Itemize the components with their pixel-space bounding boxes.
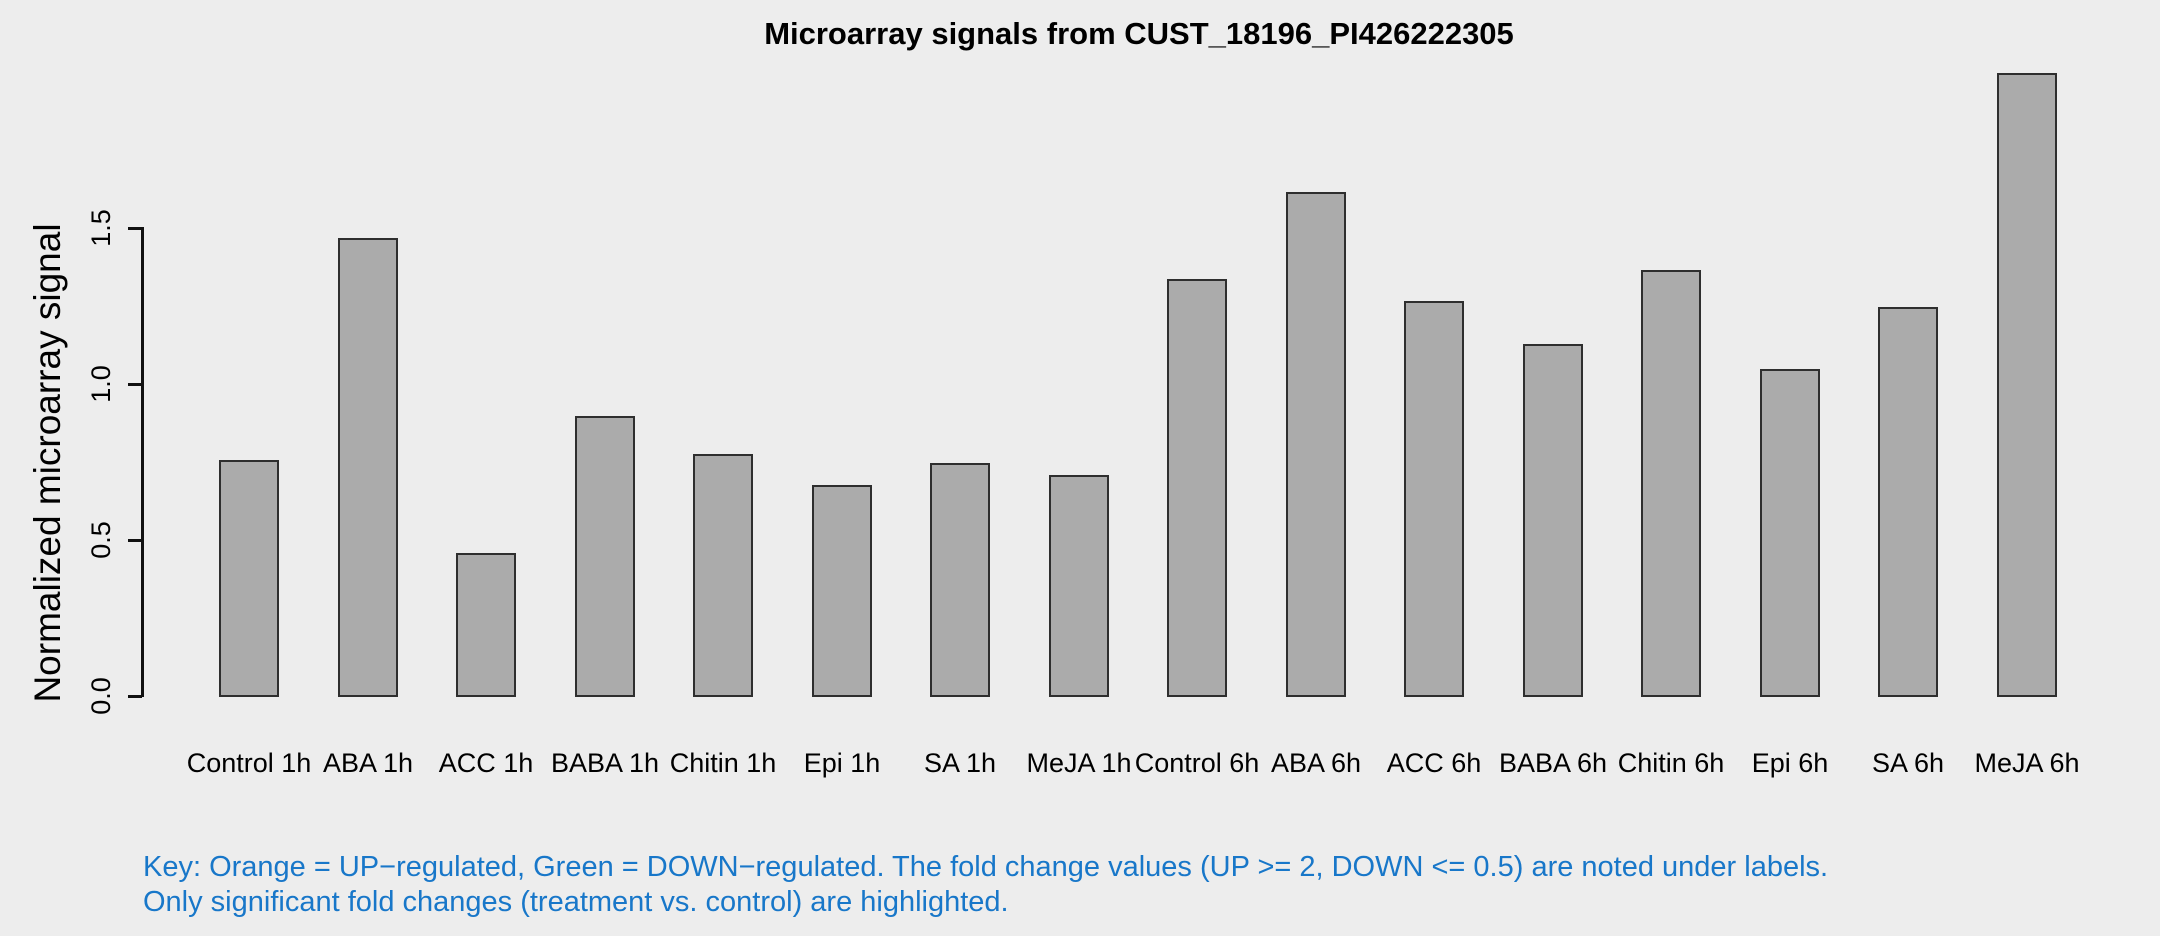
bar-baba-6h (1523, 344, 1583, 697)
y-tick-label: 0.5 (86, 521, 116, 559)
bar-chitin-1h (693, 454, 753, 697)
bar-acc-6h (1404, 301, 1464, 697)
y-tick-label: 1.5 (86, 209, 116, 247)
y-tick-mark (128, 383, 142, 386)
y-tick-mark (128, 227, 142, 230)
y-tick-label: 1.0 (86, 365, 116, 403)
y-axis-label: Normalized microarray signal (27, 223, 68, 703)
x-axis-label: MeJA 6h (1974, 748, 2080, 778)
bar-control-1h (219, 460, 279, 697)
x-axis-label: Control 1h (186, 748, 312, 778)
x-axis-label: Control 6h (1134, 748, 1260, 778)
y-tick-label: 0.0 (86, 677, 116, 715)
bar-aba-1h (338, 238, 398, 697)
x-axis-label: Chitin 1h (669, 748, 777, 778)
x-axis-label: SA 6h (1871, 748, 1945, 778)
x-axis-label: SA 1h (923, 748, 997, 778)
bar-acc-1h (456, 553, 516, 697)
bar-aba-6h (1286, 192, 1346, 697)
bar-meja-1h (1049, 475, 1109, 697)
x-axis-label: Epi 1h (803, 748, 881, 778)
bar-sa-1h (930, 463, 990, 697)
key-line-1: Key: Orange = UP−regulated, Green = DOWN… (143, 851, 1829, 883)
bar-baba-1h (575, 416, 635, 697)
x-axis-label: Chitin 6h (1617, 748, 1725, 778)
x-axis-label: ACC 1h (438, 748, 534, 778)
x-axis-label: ABA 6h (1270, 748, 1362, 778)
key-note: Key: Orange = UP−regulated, Green = DOWN… (143, 850, 1828, 920)
bar-chitin-6h (1641, 270, 1701, 697)
x-axis-label: BABA 1h (550, 748, 660, 778)
x-axis-label: BABA 6h (1498, 748, 1608, 778)
bar-epi-6h (1760, 369, 1820, 697)
x-axis-label: ACC 6h (1386, 748, 1482, 778)
bar-epi-1h (812, 485, 872, 697)
x-axis-label: MeJA 1h (1026, 748, 1132, 778)
y-tick-mark (128, 539, 142, 542)
bar-sa-6h (1878, 307, 1938, 697)
y-axis-line (141, 227, 144, 697)
key-line-2: Only significant fold changes (treatment… (143, 886, 1009, 918)
bar-control-6h (1167, 279, 1227, 697)
bar-meja-6h (1997, 73, 2057, 697)
x-axis-label: Epi 6h (1751, 748, 1829, 778)
chart-title: Microarray signals from CUST_18196_PI426… (764, 16, 1514, 51)
y-tick-mark (128, 695, 142, 698)
x-axis-label: ABA 1h (322, 748, 414, 778)
